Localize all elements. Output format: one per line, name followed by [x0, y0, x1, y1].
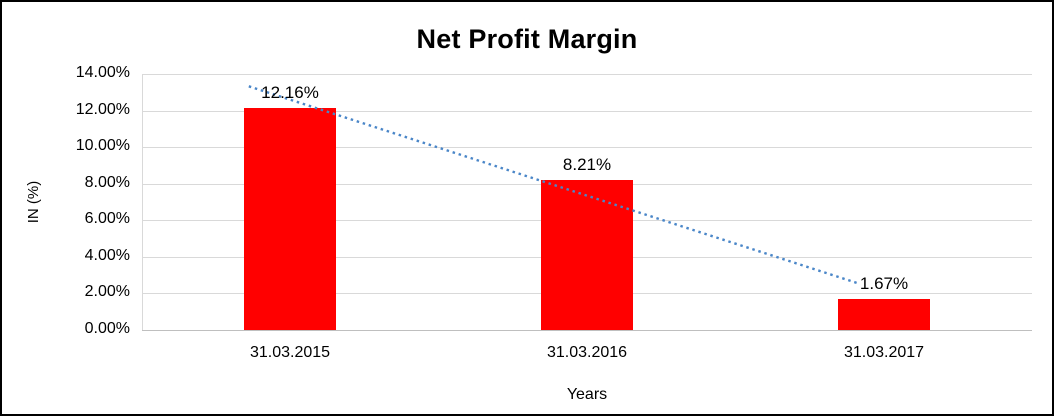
data-label: 8.21% [562, 155, 612, 174]
y-tick-label: 6.00% [84, 210, 130, 227]
bar [244, 108, 336, 330]
y-tick-label: 0.00% [84, 320, 130, 337]
gridline [142, 111, 1032, 112]
y-axis-title: IN (%) [25, 180, 42, 224]
data-label: 12.16% [261, 83, 319, 102]
x-axis-line [142, 330, 1032, 331]
x-tick-label: 31.03.2017 [843, 344, 925, 361]
y-tick-label: 2.00% [84, 283, 130, 300]
gridline [142, 74, 1032, 75]
x-axis-title: Years [566, 386, 608, 403]
chart-title: Net Profit Margin [416, 24, 638, 54]
y-tick-label: 10.00% [75, 137, 130, 154]
y-tick-label: 12.00% [75, 101, 130, 118]
bar [541, 180, 633, 330]
x-tick-label: 31.03.2015 [249, 344, 331, 361]
trendline-segment [248, 85, 861, 286]
y-axis-line [142, 74, 143, 330]
x-tick-label: 31.03.2016 [546, 344, 628, 361]
gridline [142, 147, 1032, 148]
y-tick-label: 14.00% [75, 64, 130, 81]
bar [838, 299, 930, 330]
y-tick-label: 4.00% [84, 247, 130, 264]
y-tick-label: 8.00% [84, 174, 130, 191]
data-label: 1.67% [859, 274, 909, 293]
